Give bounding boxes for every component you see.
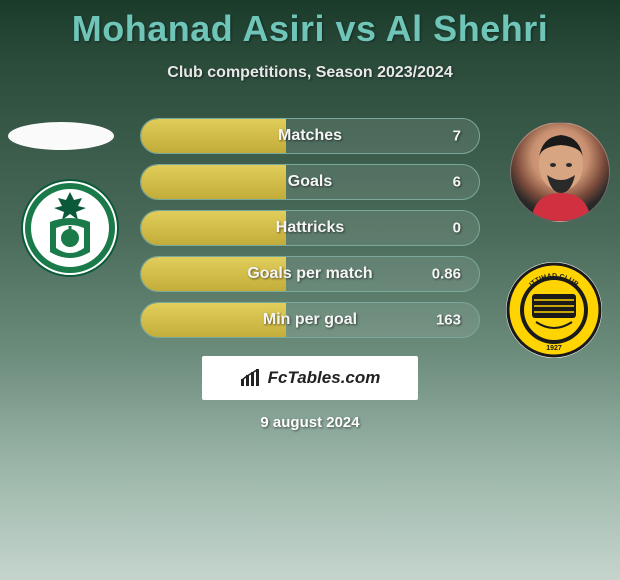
left-club-crest — [20, 178, 120, 278]
stat-label: Matches — [278, 127, 342, 145]
right-club-year: 1927 — [546, 345, 562, 352]
brand-text: FcTables.com — [268, 368, 381, 388]
stat-value-right: 0.86 — [432, 266, 461, 283]
stat-row: Goals per match 0.86 — [140, 256, 480, 292]
stat-row: Matches 7 — [140, 118, 480, 154]
stat-label: Hattricks — [276, 219, 344, 237]
stat-row: Goals 6 — [140, 164, 480, 200]
stat-value-right: 0 — [453, 220, 461, 237]
page-title: Mohanad Asiri vs Al Shehri — [0, 0, 620, 50]
stat-row: Hattricks 0 — [140, 210, 480, 246]
stat-label: Goals per match — [247, 265, 372, 283]
stat-left-fill — [141, 119, 286, 153]
stat-label: Min per goal — [263, 311, 357, 329]
subtitle: Club competitions, Season 2023/2024 — [0, 64, 620, 82]
stat-label: Goals — [288, 173, 332, 191]
right-player-avatar — [510, 122, 610, 222]
stat-left-fill — [141, 165, 286, 199]
left-player-avatar-placeholder — [8, 122, 114, 150]
stats-container: Matches 7 Goals 6 Hattricks 0 Goals per … — [140, 118, 480, 348]
stat-value-right: 163 — [436, 312, 461, 329]
stat-value-right: 7 — [453, 128, 461, 145]
right-club-crest: ITTIHAD CLUB 1927 — [504, 260, 604, 360]
bars-icon — [240, 369, 262, 387]
stat-row: Min per goal 163 — [140, 302, 480, 338]
stat-value-right: 6 — [453, 174, 461, 191]
stat-left-fill — [141, 211, 286, 245]
brand-box: FcTables.com — [202, 356, 418, 400]
date-label: 9 august 2024 — [0, 414, 620, 431]
